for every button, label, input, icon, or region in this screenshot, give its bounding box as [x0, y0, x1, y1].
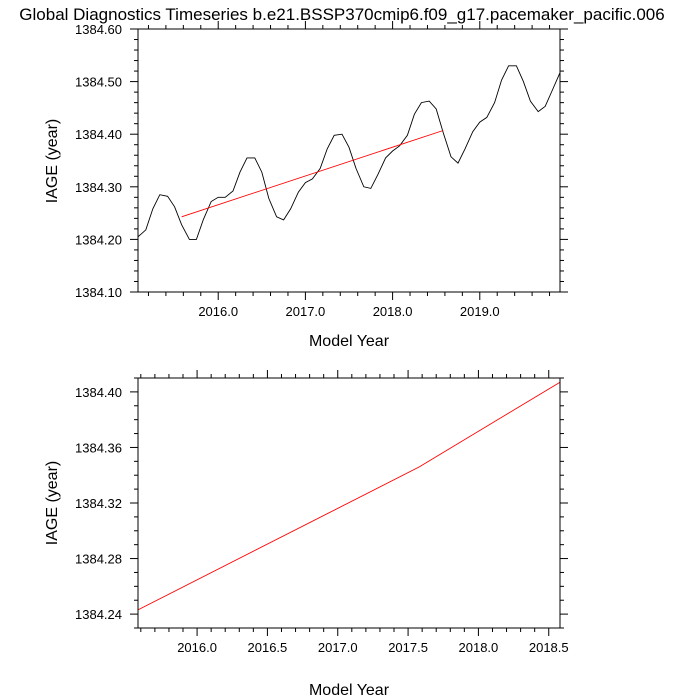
top-x-tick-label: 2016.0: [198, 304, 238, 319]
bottom-x-tick-label: 2018.5: [529, 640, 569, 655]
top-y-tick-label: 1384.30: [75, 180, 122, 195]
top-y-axis-label: IAGE (year): [44, 119, 61, 203]
top-y-tick-label: 1384.10: [75, 285, 122, 300]
top-plot-frame: [137, 28, 561, 293]
bottom-y-axis-label: IAGE (year): [44, 461, 61, 545]
bottom-y-tick-label: 1384.36: [75, 440, 122, 455]
bottom-y-tick-label: 1384.32: [75, 496, 122, 511]
top-data-line: [137, 65, 561, 240]
bottom-plot-panel: Model Year IAGE (year) 2016.0 2016.5 2017.…: [44, 370, 569, 699]
bottom-x-axis-label: Model Year: [309, 682, 390, 699]
bottom-y-tick-label: 1384.40: [75, 385, 122, 400]
bottom-y-tick-label: 1384.28: [75, 552, 122, 567]
bottom-x-tick-label: 2017.0: [318, 640, 358, 655]
top-y-tick-label: 1384.40: [75, 127, 122, 142]
top-x-tick-label: 2017.0: [286, 304, 326, 319]
bottom-x-tick-label: 2016.0: [177, 640, 217, 655]
bottom-x-tick-label: 2017.5: [388, 640, 428, 655]
bottom-x-tick-label: 2016.5: [248, 640, 288, 655]
top-x-tick-label: 2019.0: [460, 304, 500, 319]
bottom-y-tick-label: 1384.24: [75, 607, 122, 622]
top-x-tick-label: 2018.0: [373, 304, 413, 319]
top-y-tick-label: 1384.50: [75, 75, 122, 90]
bottom-x-tick-label: 2018.0: [459, 640, 499, 655]
top-plot-panel: Model Year IAGE (year) 2016.0 2017.0 2018.…: [44, 21, 568, 350]
chart-title: Global Diagnostics Timeseries b.e21.BSSP…: [19, 5, 664, 24]
top-x-axis-label: Model Year: [309, 333, 390, 350]
top-trend-line: [181, 130, 444, 218]
top-y-tick-label: 1384.20: [75, 232, 122, 247]
top-y-tick-label: 1384.60: [75, 22, 122, 37]
bottom-trend-line: [137, 381, 561, 611]
